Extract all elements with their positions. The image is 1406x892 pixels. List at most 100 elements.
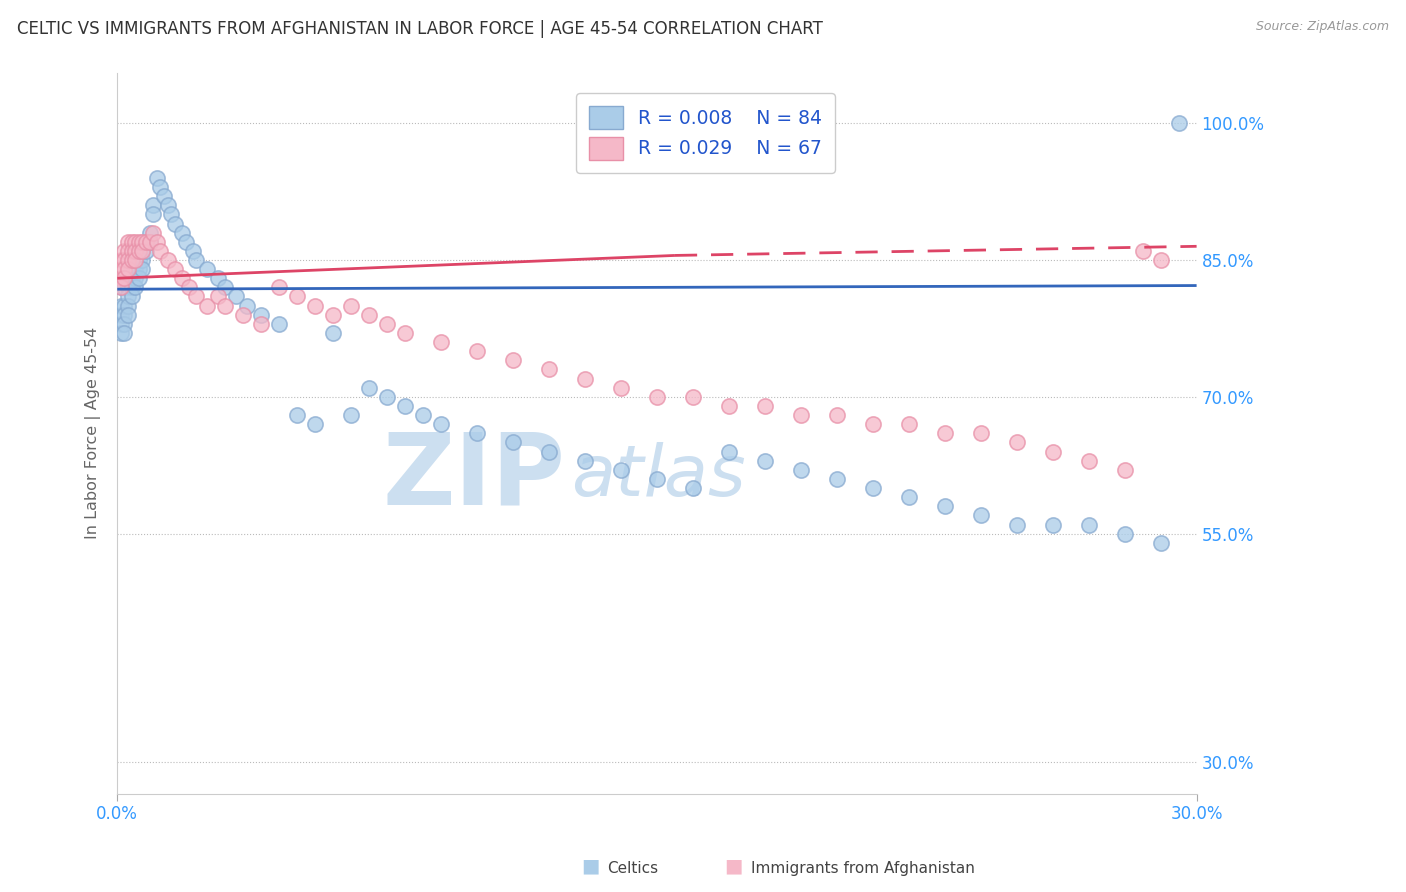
Point — [124, 280, 146, 294]
Point — [121, 262, 143, 277]
Point — [117, 280, 139, 294]
Point — [174, 235, 197, 249]
Point — [186, 289, 208, 303]
Point — [214, 280, 236, 294]
Point — [117, 262, 139, 277]
Point — [121, 252, 143, 267]
Point — [121, 289, 143, 303]
Point — [394, 399, 416, 413]
Point — [131, 262, 153, 277]
Point — [359, 308, 381, 322]
Point — [124, 252, 146, 267]
Point — [128, 244, 150, 258]
Point — [825, 408, 848, 422]
Point — [110, 252, 132, 267]
Point — [412, 408, 434, 422]
Point — [1149, 536, 1171, 550]
Point — [537, 362, 560, 376]
Point — [149, 244, 172, 258]
Point — [142, 207, 165, 221]
Point — [754, 453, 776, 467]
Point — [717, 399, 740, 413]
Point — [110, 326, 132, 340]
Point — [128, 235, 150, 249]
Point — [1005, 517, 1028, 532]
Point — [1114, 526, 1136, 541]
Point — [153, 189, 176, 203]
Point — [574, 453, 596, 467]
Point — [1042, 444, 1064, 458]
Text: atlas: atlas — [571, 442, 745, 511]
Point — [117, 244, 139, 258]
Text: ZIP: ZIP — [382, 428, 565, 525]
Point — [138, 226, 160, 240]
Point — [645, 390, 668, 404]
Point — [117, 252, 139, 267]
Point — [186, 252, 208, 267]
Point — [214, 299, 236, 313]
Point — [304, 299, 326, 313]
Point — [970, 508, 993, 523]
Point — [131, 244, 153, 258]
Point — [574, 371, 596, 385]
Point — [207, 271, 229, 285]
Point — [375, 317, 398, 331]
Point — [862, 417, 884, 432]
Point — [502, 353, 524, 368]
Point — [142, 198, 165, 212]
Point — [236, 299, 259, 313]
Point — [322, 308, 344, 322]
Point — [135, 235, 157, 249]
Legend: R = 0.008    N = 84, R = 0.029    N = 67: R = 0.008 N = 84, R = 0.029 N = 67 — [576, 93, 835, 173]
Point — [138, 235, 160, 249]
Point — [114, 252, 136, 267]
Point — [430, 417, 453, 432]
Point — [110, 280, 132, 294]
Point — [110, 271, 132, 285]
Point — [1149, 252, 1171, 267]
Point — [124, 262, 146, 277]
Point — [128, 262, 150, 277]
Point — [645, 472, 668, 486]
Point — [862, 481, 884, 495]
Point — [225, 289, 247, 303]
Point — [114, 308, 136, 322]
Point — [149, 180, 172, 194]
Point — [195, 299, 218, 313]
Point — [146, 170, 169, 185]
Text: CELTIC VS IMMIGRANTS FROM AFGHANISTAN IN LABOR FORCE | AGE 45-54 CORRELATION CHA: CELTIC VS IMMIGRANTS FROM AFGHANISTAN IN… — [17, 20, 823, 37]
Point — [269, 317, 291, 331]
Point — [170, 271, 193, 285]
Point — [754, 399, 776, 413]
Point — [156, 252, 179, 267]
Point — [138, 235, 160, 249]
Point — [934, 500, 956, 514]
Point — [340, 408, 363, 422]
Point — [142, 226, 165, 240]
Point — [114, 244, 136, 258]
Point — [124, 271, 146, 285]
Point — [207, 289, 229, 303]
Point — [117, 289, 139, 303]
Point — [121, 271, 143, 285]
Text: ■: ■ — [581, 857, 600, 876]
Point — [121, 244, 143, 258]
Point — [340, 299, 363, 313]
Point — [285, 408, 308, 422]
Point — [359, 381, 381, 395]
Point — [110, 299, 132, 313]
Point — [1114, 463, 1136, 477]
Point — [285, 289, 308, 303]
Point — [682, 390, 704, 404]
Point — [1132, 244, 1154, 258]
Point — [181, 244, 204, 258]
Point — [131, 235, 153, 249]
Point — [825, 472, 848, 486]
Point — [717, 444, 740, 458]
Text: Immigrants from Afghanistan: Immigrants from Afghanistan — [751, 861, 974, 876]
Point — [114, 271, 136, 285]
Point — [110, 317, 132, 331]
Point — [430, 335, 453, 350]
Point — [250, 308, 273, 322]
Point — [502, 435, 524, 450]
